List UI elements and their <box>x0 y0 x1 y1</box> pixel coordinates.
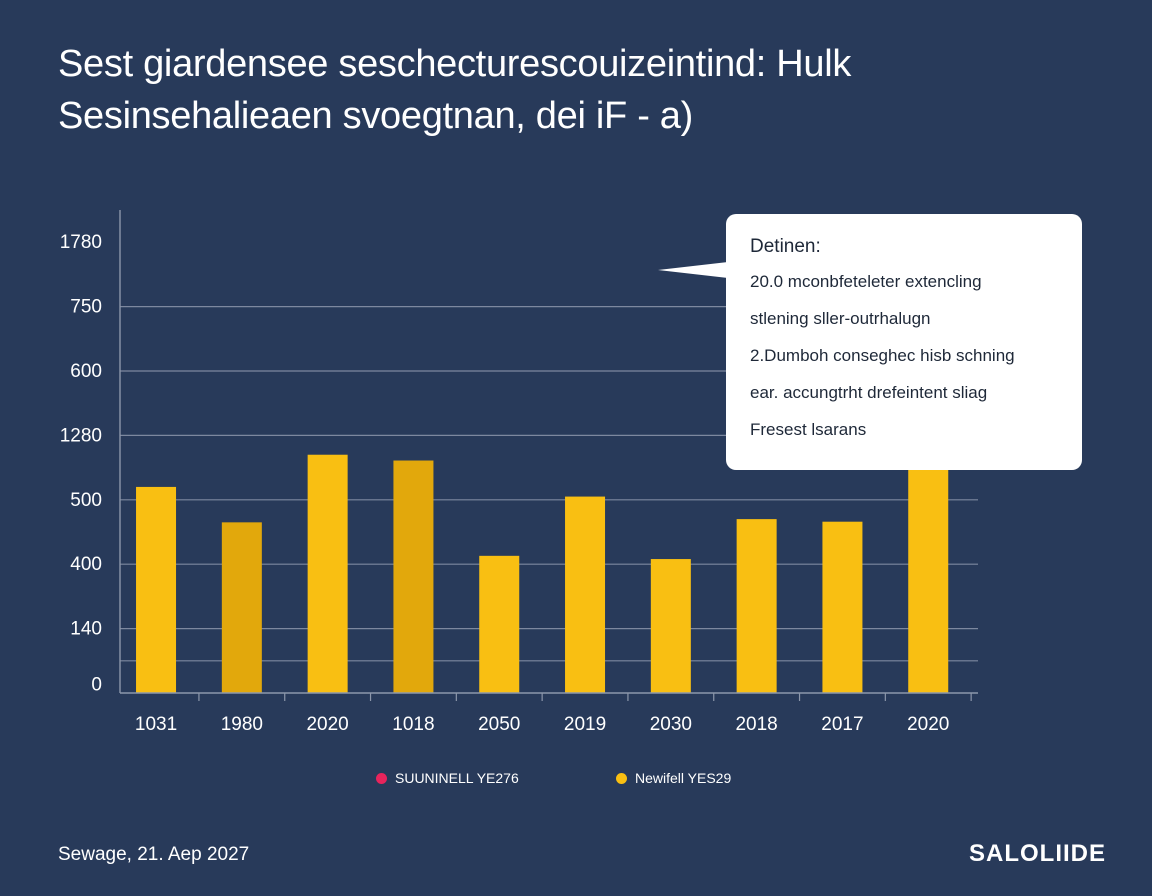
x-tick-labels: 1031 1980 2020 1018 2050 2019 2030 2018 2017 2020 <box>135 714 949 735</box>
y-tick-labels: 0 140 400 500 1280 600 750 1780 <box>60 232 102 695</box>
y-tick-label-1: 0 <box>91 675 102 696</box>
chart-title-line-1: Sest giardensee seschecturescouizeintind… <box>58 43 852 85</box>
y-tick-label-2: 140 <box>70 619 102 640</box>
y-tick-label-8: 1780 <box>60 232 102 253</box>
callout-title: Detinen: <box>750 236 821 257</box>
x-tick-label-1: 1031 <box>135 714 177 735</box>
chart-title-line-2: Sesinsehalieaen svoegtnan, dei iF - a) <box>58 95 693 137</box>
legend-label-1: SUUNINELL YE276 <box>395 770 519 786</box>
legend-item-1: SUUNINELL YE276 <box>376 770 519 786</box>
callout-line-4: ear. accungtrht drefeintent sliag <box>750 383 988 402</box>
bar-2019-6 <box>565 496 606 693</box>
legend-item-2: Newifell YES29 <box>616 770 731 786</box>
y-tick-label-7: 750 <box>70 297 102 318</box>
y-tick-label-6: 600 <box>70 361 102 382</box>
bar-2020-3 <box>307 454 348 693</box>
bar-1031-1 <box>136 486 177 693</box>
x-tick-label-2: 1980 <box>221 714 263 735</box>
legend-label-2: Newifell YES29 <box>635 770 732 786</box>
footer-date: Sewage, 21. Aep 2027 <box>58 844 250 865</box>
callout-pointer <box>658 262 728 278</box>
x-tick-label-10: 2020 <box>907 714 949 735</box>
bar-2050-5 <box>479 555 520 693</box>
callout-line-3: 2.Dumboh conseghec hisb schning <box>750 346 1015 365</box>
y-tick-label-5: 1280 <box>60 425 102 446</box>
callout-line-5: Fresest lsarans <box>750 420 867 439</box>
x-tick-label-5: 2050 <box>478 714 520 735</box>
callout-line-1: 20.0 mconbfeteleter extencling <box>750 272 982 291</box>
bar-1018-4 <box>393 460 434 693</box>
y-tick-label-3: 400 <box>70 554 102 575</box>
x-tick-label-7: 2030 <box>650 714 692 735</box>
x-tick-label-8: 2018 <box>735 714 777 735</box>
callout-line-2: stlening sller-outrhalugn <box>750 309 931 328</box>
annotation-callout: Detinen: 20.0 mconbfeteleter extencling … <box>658 214 1082 470</box>
axes <box>119 210 978 701</box>
bar-2017-9 <box>822 521 863 693</box>
footer-brand-logo: SALOLIIDE <box>968 840 1106 867</box>
x-tick-label-6: 2019 <box>564 714 606 735</box>
x-tick-label-4: 1018 <box>392 714 434 735</box>
x-tick-label-3: 2020 <box>306 714 348 735</box>
legend-dot-2-icon <box>616 772 627 784</box>
legend-dot-1-icon <box>376 772 387 784</box>
bar-2030-7 <box>650 559 691 693</box>
bar-1980-2 <box>221 522 262 693</box>
chart-title: Sest giardensee seschecturescouizeintind… <box>58 38 1058 142</box>
y-tick-label-4: 500 <box>70 490 102 511</box>
bar-2018-8 <box>736 519 777 693</box>
chart-legend: SUUNINELL YE276 Newifell YES29 <box>0 770 1152 792</box>
x-tick-label-9: 2017 <box>821 714 863 735</box>
bars <box>136 422 949 693</box>
